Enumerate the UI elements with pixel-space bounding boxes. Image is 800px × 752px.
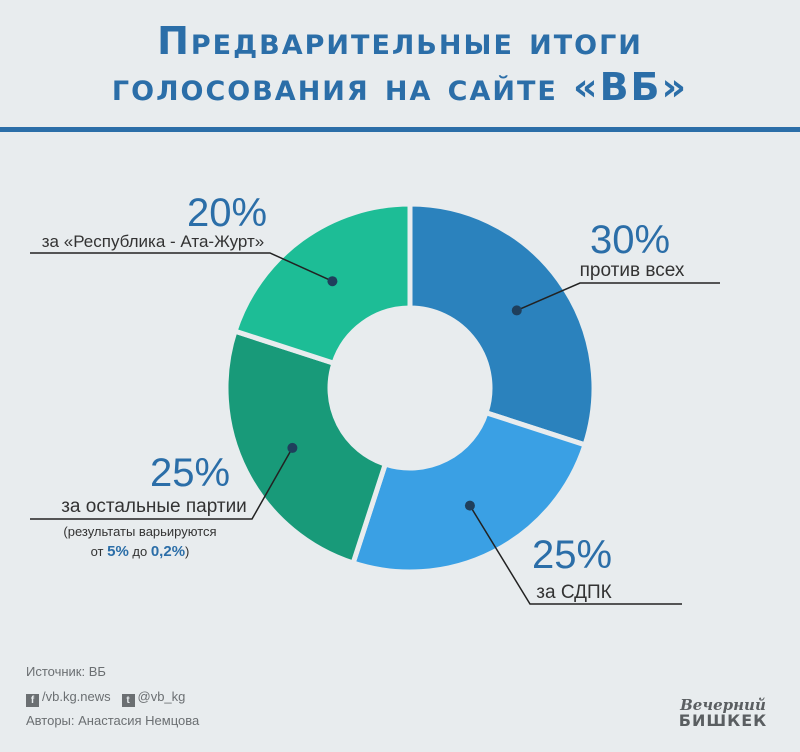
value-label-against-all: 30% <box>590 218 670 262</box>
title-line-1: Предварительные итоги <box>157 19 643 63</box>
note-line-2: от 5% до 0,2%) <box>91 543 190 560</box>
category-label-sdpk: за СДПК <box>536 582 611 603</box>
chart-title: Предварительные итоги голосования на сай… <box>0 18 800 110</box>
category-label-ata-jurt: за «Республика - Ата-Журт» <box>42 232 264 251</box>
twitter-icon: t <box>121 694 135 707</box>
leader-against-all-dot <box>511 305 522 316</box>
slice-ata-jurt <box>231 201 413 367</box>
note-line-1: (результаты варьируются <box>63 524 216 539</box>
logo-line-2: БИШКЕК <box>678 711 768 730</box>
title-line-2: голосования на сайте «ВБ» <box>111 65 689 109</box>
category-label-against-all: против всех <box>580 260 685 281</box>
leader-lines <box>30 252 720 605</box>
note-mid: до <box>129 544 151 559</box>
value-label-ata-jurt: 20% <box>187 191 267 235</box>
leader-ata-jurt-dot <box>327 276 338 287</box>
logo-line-1: Вечерний <box>680 696 766 714</box>
note-suffix: ) <box>185 544 189 559</box>
slice-sdpk <box>349 409 589 575</box>
leader-ata-jurt <box>30 252 333 282</box>
facebook-link[interactable]: /vb.kg.news <box>42 689 111 704</box>
title-divider <box>0 127 800 132</box>
note-bold-5: 5% <box>107 543 129 560</box>
social-links: f/vb.kg.news t @vb_kg <box>26 689 185 707</box>
value-label-other-parties: 25% <box>150 451 230 495</box>
leader-other-parties-dot <box>287 442 298 453</box>
slice-other-parties <box>223 327 389 567</box>
authors-label: Авторы: Анастасия Немцова <box>26 713 200 728</box>
source-label: Источник: ВБ <box>26 664 106 679</box>
vecherniy-bishkek-logo: Вечерний БИШКЕК <box>668 697 778 729</box>
category-label-other-parties: за остальные партии <box>61 496 247 517</box>
twitter-link[interactable]: @vb_kg <box>137 689 186 704</box>
facebook-icon: f <box>26 694 39 707</box>
value-label-sdpk: 25% <box>532 533 612 577</box>
leader-other-parties <box>30 447 294 520</box>
donut-slices <box>223 201 597 575</box>
leader-sdpk-dot <box>464 500 475 511</box>
leader-sdpk <box>469 505 682 605</box>
slice-against-all <box>407 201 597 449</box>
leader-against-all <box>516 282 720 312</box>
note-bold-02: 0,2% <box>151 543 185 560</box>
note-prefix: от <box>91 544 108 559</box>
